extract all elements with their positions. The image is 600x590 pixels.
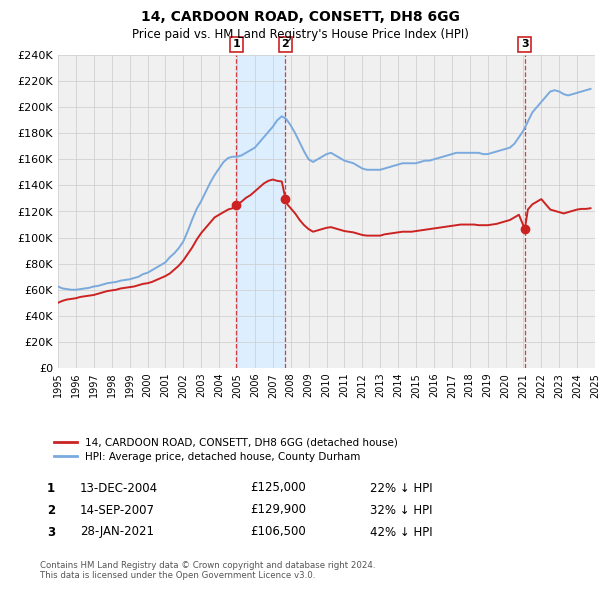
Text: 28-JAN-2021: 28-JAN-2021	[80, 526, 154, 539]
Bar	[236, 55, 286, 368]
Text: 22% ↓ HPI: 22% ↓ HPI	[370, 481, 433, 494]
Text: £106,500: £106,500	[250, 526, 306, 539]
Text: 14, CARDOON ROAD, CONSETT, DH8 6GG: 14, CARDOON ROAD, CONSETT, DH8 6GG	[140, 10, 460, 24]
Text: 2: 2	[47, 503, 55, 516]
Text: Contains HM Land Registry data © Crown copyright and database right 2024.
This d: Contains HM Land Registry data © Crown c…	[40, 560, 376, 580]
Text: 3: 3	[47, 526, 55, 539]
Text: Price paid vs. HM Land Registry's House Price Index (HPI): Price paid vs. HM Land Registry's House …	[131, 28, 469, 41]
Text: 2: 2	[281, 40, 289, 50]
Text: 14-SEP-2007: 14-SEP-2007	[80, 503, 155, 516]
Text: £125,000: £125,000	[250, 481, 306, 494]
Text: 1: 1	[47, 481, 55, 494]
Legend: 14, CARDOON ROAD, CONSETT, DH8 6GG (detached house), HPI: Average price, detache: 14, CARDOON ROAD, CONSETT, DH8 6GG (deta…	[50, 434, 402, 466]
Text: 32% ↓ HPI: 32% ↓ HPI	[370, 503, 433, 516]
Text: 13-DEC-2004: 13-DEC-2004	[80, 481, 158, 494]
Text: 42% ↓ HPI: 42% ↓ HPI	[370, 526, 433, 539]
Text: 1: 1	[232, 40, 240, 50]
Text: £129,900: £129,900	[250, 503, 306, 516]
Text: 3: 3	[521, 40, 529, 50]
